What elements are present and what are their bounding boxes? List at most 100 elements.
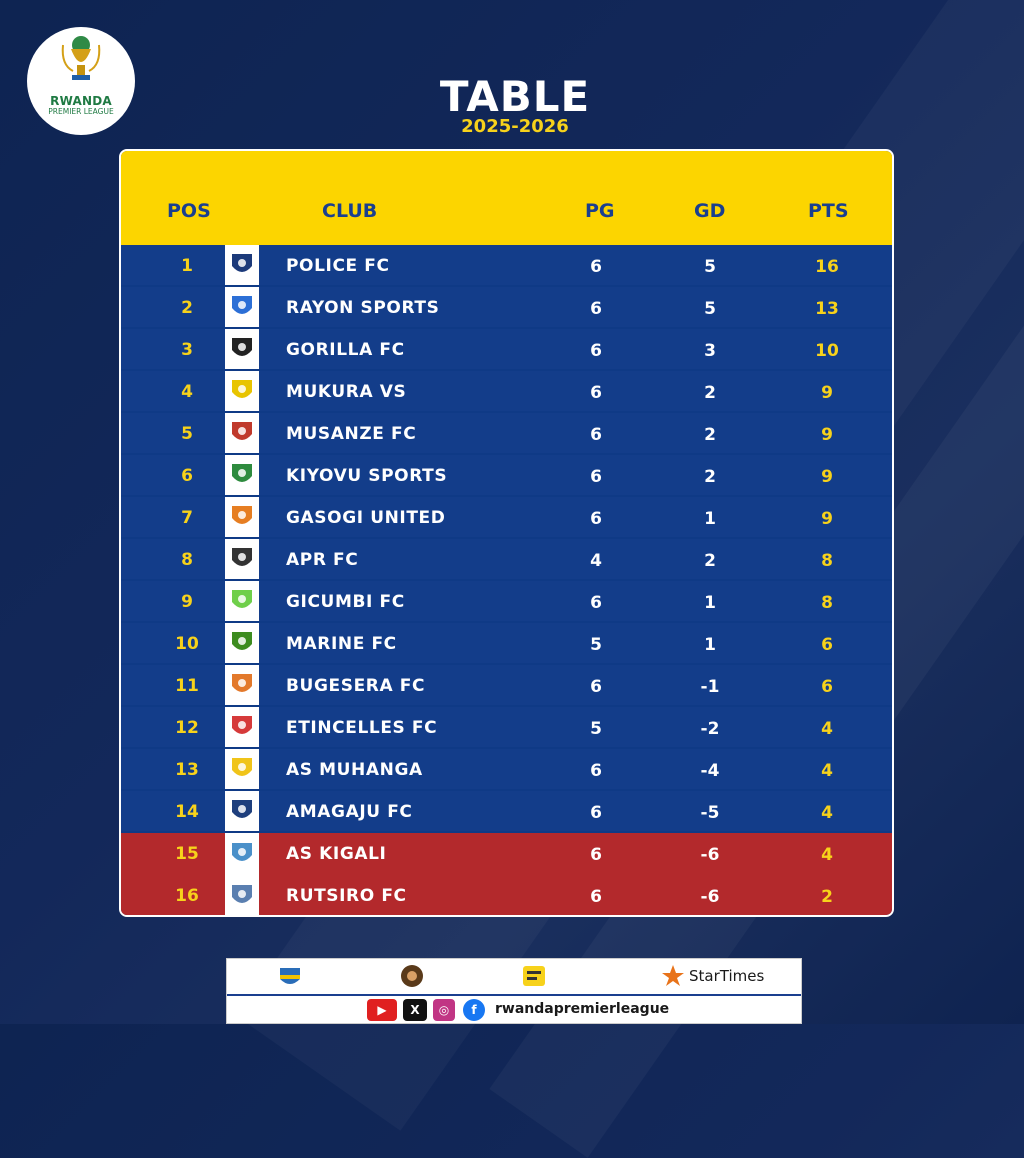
row-games-played: 6 bbox=[590, 845, 602, 865]
row-club-name: ETINCELLES FC bbox=[286, 718, 438, 738]
row-points: 10 bbox=[815, 341, 839, 361]
sponsor-startimes: StarTimes bbox=[689, 967, 765, 985]
row-position: 9 bbox=[181, 592, 193, 612]
league-table: POS CLUB PG GD PTS 1 POLICE FC 6 5 16 2 RAYON … bbox=[119, 149, 894, 917]
row-goal-difference: 2 bbox=[704, 425, 716, 445]
row-goal-difference: 3 bbox=[704, 341, 716, 361]
row-goal-difference: 1 bbox=[704, 593, 716, 613]
table-row: 3 GORILLA FC 6 3 10 bbox=[121, 329, 892, 369]
table-row-relegation: 16 RUTSIRO FC 6 -6 2 bbox=[121, 875, 892, 915]
row-points: 8 bbox=[821, 593, 833, 613]
row-club-name: RUTSIRO FC bbox=[286, 886, 407, 906]
row-position: 6 bbox=[181, 466, 193, 486]
table-row: 14 AMAGAJU FC 6 -5 4 bbox=[121, 791, 892, 831]
row-goal-difference: 5 bbox=[704, 257, 716, 277]
row-position: 12 bbox=[175, 718, 199, 738]
header-gd: GD bbox=[694, 200, 726, 222]
header-pg: PG bbox=[585, 200, 615, 222]
row-games-played: 6 bbox=[590, 593, 602, 613]
row-games-played: 6 bbox=[590, 257, 602, 277]
row-club-name: POLICE FC bbox=[286, 256, 390, 276]
row-points: 9 bbox=[821, 509, 833, 529]
row-points: 9 bbox=[821, 383, 833, 403]
row-games-played: 6 bbox=[590, 383, 602, 403]
footer-divider bbox=[227, 994, 801, 996]
row-club-name: BUGESERA FC bbox=[286, 676, 426, 696]
row-position: 2 bbox=[181, 298, 193, 318]
row-points: 8 bbox=[821, 551, 833, 571]
club-badge-icon bbox=[225, 665, 259, 705]
row-goal-difference: 1 bbox=[704, 509, 716, 529]
header-pts: PTS bbox=[808, 200, 849, 222]
page-title: TABLE bbox=[439, 72, 591, 121]
row-position: 10 bbox=[175, 634, 199, 654]
row-club-name: AS KIGALI bbox=[286, 844, 387, 864]
row-club-name: MUKURA VS bbox=[286, 382, 407, 402]
club-badge-icon bbox=[225, 539, 259, 579]
row-position: 4 bbox=[181, 382, 193, 402]
row-goal-difference: 2 bbox=[704, 551, 716, 571]
startimes-logo-icon bbox=[662, 965, 684, 986]
row-position: 1 bbox=[181, 256, 193, 276]
social-bar: ▶ X ◎ f rwandapremierleague bbox=[227, 999, 801, 1023]
row-goal-difference: -6 bbox=[700, 845, 720, 865]
table-body: 1 POLICE FC 6 5 16 2 RAYON SPORTS 6 5 13 3 GORILLA … bbox=[121, 245, 892, 915]
table-row: 7 GASOGI UNITED 6 1 9 bbox=[121, 497, 892, 537]
club-badge-icon bbox=[225, 833, 259, 875]
row-club-name: GORILLA FC bbox=[286, 340, 405, 360]
row-goal-difference: -6 bbox=[700, 887, 720, 907]
table-row-relegation: 15 AS KIGALI 6 -6 4 bbox=[121, 833, 892, 875]
facebook-icon[interactable]: f bbox=[463, 999, 485, 1021]
table-row: 13 AS MUHANGA 6 -4 4 bbox=[121, 749, 892, 789]
club-badge-icon bbox=[225, 245, 259, 285]
header-club: CLUB bbox=[322, 200, 378, 222]
footer: StarTimes ▶ X ◎ f rwandapremierleague bbox=[226, 958, 802, 1024]
club-badge-icon bbox=[225, 413, 259, 453]
row-club-name: GICUMBI FC bbox=[286, 592, 405, 612]
row-games-played: 6 bbox=[590, 467, 602, 487]
row-goal-difference: -2 bbox=[700, 719, 720, 739]
row-position: 14 bbox=[175, 802, 199, 822]
row-goal-difference: -1 bbox=[700, 677, 720, 697]
row-points: 4 bbox=[821, 719, 833, 739]
club-badge-icon bbox=[225, 749, 259, 789]
row-points: 2 bbox=[821, 887, 833, 907]
row-points: 6 bbox=[821, 677, 833, 697]
row-goal-difference: 2 bbox=[704, 383, 716, 403]
row-points: 6 bbox=[821, 635, 833, 655]
x-icon[interactable]: X bbox=[403, 999, 427, 1021]
league-logo: RWANDA PREMIER LEAGUE bbox=[27, 27, 135, 135]
table-row: 6 KIYOVU SPORTS 6 2 9 bbox=[121, 455, 892, 495]
row-position: 7 bbox=[181, 508, 193, 528]
row-games-played: 5 bbox=[590, 635, 602, 655]
logo-text-line2: PREMIER LEAGUE bbox=[48, 107, 114, 116]
season-label: 2025-2026 bbox=[461, 116, 569, 137]
club-badge-icon bbox=[225, 497, 259, 537]
table-row: 9 GICUMBI FC 6 1 8 bbox=[121, 581, 892, 621]
row-club-name: RAYON SPORTS bbox=[286, 298, 440, 318]
federation-logo-icon bbox=[280, 968, 300, 984]
row-games-played: 6 bbox=[590, 887, 602, 907]
row-games-played: 6 bbox=[590, 761, 602, 781]
social-handle[interactable]: rwandapremierleague bbox=[495, 1001, 670, 1017]
row-position: 5 bbox=[181, 424, 193, 444]
row-club-name: MUSANZE FC bbox=[286, 424, 417, 444]
header-pos: POS bbox=[167, 200, 211, 222]
table-header: POS CLUB PG GD PTS bbox=[121, 151, 892, 245]
row-games-played: 6 bbox=[590, 509, 602, 529]
row-goal-difference: 2 bbox=[704, 467, 716, 487]
row-goal-difference: 5 bbox=[704, 299, 716, 319]
row-points: 9 bbox=[821, 425, 833, 445]
row-games-played: 5 bbox=[590, 719, 602, 739]
row-points: 4 bbox=[821, 761, 833, 781]
sponsor-logo-icon bbox=[401, 965, 423, 987]
row-points: 16 bbox=[815, 257, 839, 277]
club-badge-icon bbox=[225, 287, 259, 327]
youtube-icon[interactable]: ▶ bbox=[367, 999, 397, 1021]
club-badge-icon bbox=[225, 329, 259, 369]
row-points: 13 bbox=[815, 299, 839, 319]
table-row: 11 BUGESERA FC 6 -1 6 bbox=[121, 665, 892, 705]
instagram-icon[interactable]: ◎ bbox=[433, 999, 455, 1021]
row-club-name: AS MUHANGA bbox=[286, 760, 423, 780]
row-position: 15 bbox=[175, 844, 199, 864]
